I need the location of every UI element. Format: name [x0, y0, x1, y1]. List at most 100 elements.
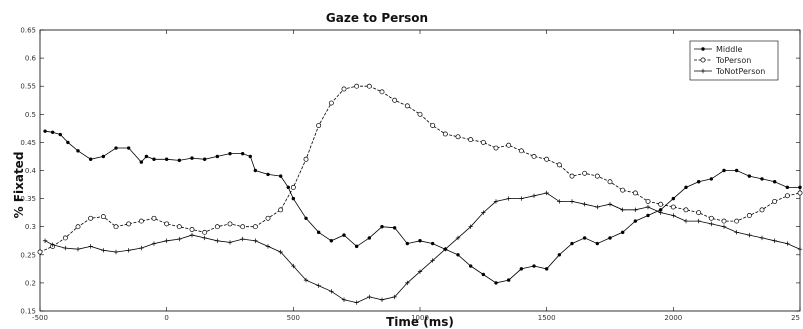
legend-label: ToNotPerson	[715, 67, 765, 76]
data-point	[633, 207, 638, 213]
data-point	[493, 199, 499, 204]
data-point	[190, 156, 194, 160]
data-point	[582, 202, 587, 207]
data-point	[189, 227, 195, 232]
data-point	[63, 245, 68, 251]
data-point	[328, 100, 334, 106]
series-tonotperson	[42, 190, 803, 305]
data-point	[265, 244, 271, 249]
data-point	[531, 193, 537, 198]
data-point	[418, 239, 422, 243]
data-point	[114, 146, 118, 150]
data-point	[620, 230, 625, 235]
data-point	[684, 185, 688, 190]
data-point	[658, 210, 663, 215]
data-point	[417, 269, 423, 274]
data-point	[88, 215, 94, 221]
data-point	[708, 215, 714, 221]
data-point	[367, 294, 372, 300]
data-point	[772, 198, 778, 204]
data-point	[633, 219, 638, 223]
data-point	[228, 151, 232, 156]
data-point	[405, 280, 410, 286]
data-point	[202, 229, 208, 235]
data-point	[290, 184, 296, 190]
data-point	[747, 174, 752, 178]
data-point	[88, 244, 93, 249]
data-point	[62, 235, 68, 241]
data-point	[316, 283, 321, 288]
data-point	[43, 129, 47, 133]
data-point	[58, 132, 62, 137]
data-point	[722, 168, 726, 173]
legend-label: Middle	[716, 45, 743, 54]
data-point	[595, 204, 600, 210]
legend: Middle ToPerson ToNotPerson	[689, 40, 779, 81]
data-point	[532, 264, 536, 268]
data-point	[759, 235, 765, 241]
data-point	[240, 236, 245, 242]
data-point	[430, 258, 435, 263]
data-point	[700, 57, 706, 63]
data-point	[139, 160, 144, 164]
x-tick-label: 500	[287, 314, 300, 322]
data-point	[303, 156, 309, 162]
data-point	[392, 294, 397, 300]
data-point	[379, 89, 385, 95]
data-point	[164, 238, 169, 243]
data-point	[227, 240, 233, 245]
data-point	[671, 196, 676, 201]
data-point	[380, 225, 384, 229]
data-point	[645, 204, 651, 210]
data-point	[126, 146, 131, 150]
data-point	[316, 123, 322, 128]
y-tick-label: 0.55	[20, 83, 36, 91]
data-point	[42, 238, 48, 243]
data-point	[177, 236, 182, 242]
y-tick-label: 0.6	[25, 55, 37, 63]
data-point	[506, 142, 512, 148]
data-point	[151, 241, 157, 246]
data-point	[620, 187, 626, 193]
x-tick-label: 1000	[411, 314, 429, 322]
data-point	[747, 232, 752, 238]
x-tick-label: -500	[32, 314, 48, 322]
data-point	[456, 253, 460, 257]
data-point	[164, 221, 170, 227]
data-point	[88, 157, 93, 161]
data-point	[50, 242, 55, 247]
data-point	[265, 215, 271, 221]
data-point	[342, 233, 346, 237]
data-point	[417, 111, 423, 117]
data-point	[798, 185, 802, 190]
data-point	[721, 218, 727, 224]
data-point	[696, 218, 701, 224]
data-point	[556, 162, 562, 168]
data-point	[341, 86, 347, 92]
data-point	[759, 207, 765, 213]
y-tick-label: 0.15	[20, 308, 36, 316]
data-point	[177, 158, 182, 163]
y-tick-label: 0.5	[25, 111, 36, 119]
data-point	[683, 218, 689, 224]
data-point	[379, 297, 385, 302]
data-point	[113, 249, 119, 255]
series-middle	[43, 129, 802, 285]
data-point	[569, 199, 575, 204]
data-point	[75, 246, 81, 252]
data-point	[37, 249, 43, 255]
data-point	[392, 97, 398, 103]
x-axis-title: Time (ms)	[386, 315, 454, 329]
data-point	[329, 289, 334, 294]
data-point	[253, 168, 258, 173]
data-point	[227, 221, 233, 227]
data-point	[709, 177, 714, 181]
x-axis: -500 0 500 1000 1500 2000 25	[32, 30, 801, 322]
y-tick-label: 0.35	[20, 195, 36, 203]
data-point	[701, 47, 705, 51]
data-point	[176, 224, 182, 230]
x-tick-label: 25	[791, 314, 800, 322]
data-point	[278, 207, 284, 213]
data-point	[248, 154, 252, 159]
